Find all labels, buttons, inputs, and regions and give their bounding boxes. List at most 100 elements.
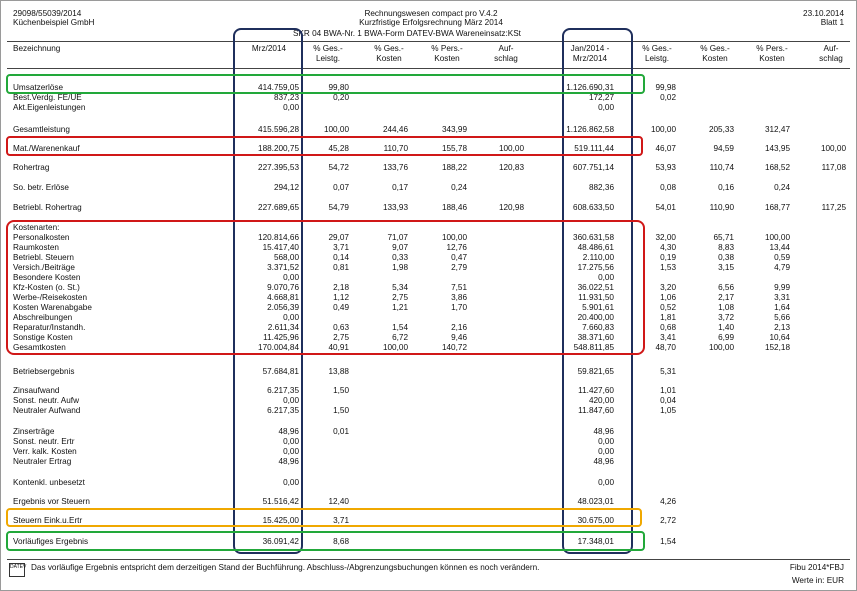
cell-value: 1.126.690,31: [566, 83, 614, 92]
cell-value: 3,72: [718, 313, 734, 322]
cell-value: 1,53: [660, 263, 676, 272]
cell-value: 882,36: [588, 183, 614, 192]
column-header-5: Auf- schlag: [494, 44, 518, 63]
column-header-2: % Ges.- Leistg.: [313, 44, 343, 63]
table-row: Akt.Eigenleistungen 0,00 0,00: [1, 103, 856, 113]
cell-value: 7,51: [451, 283, 467, 292]
cell-value: 48,96: [278, 427, 300, 436]
cell-value: 2,75: [392, 293, 408, 302]
row-label: Betriebl. Steuern: [13, 253, 74, 262]
cell-value: 607.751,14: [573, 163, 614, 172]
row-label: Zinsaufwand: [13, 386, 60, 395]
column-header-7: % Ges.- Leistg.: [642, 44, 672, 63]
cell-value: 0,47: [451, 253, 467, 262]
cell-value: 32,00: [655, 233, 677, 242]
cell-value: 0,00: [283, 447, 299, 456]
cell-value: 100,00: [441, 233, 467, 242]
row-label: Betriebl. Rohertrag: [13, 203, 82, 212]
column-header-8: % Ges.- Kosten: [700, 44, 730, 63]
cell-value: 3,41: [660, 333, 676, 342]
cell-value: 94,59: [713, 144, 735, 153]
column-header-6: Jan/2014 - Mrz/2014: [570, 44, 610, 63]
cell-value: 6.217,35: [267, 386, 299, 395]
cell-value: 188.200,75: [258, 144, 299, 153]
cell-value: 133,93: [382, 203, 408, 212]
cell-value: 6,56: [718, 283, 734, 292]
cell-value: 0,00: [598, 273, 614, 282]
cell-value: 10,64: [769, 333, 791, 342]
cell-value: 168,52: [764, 163, 790, 172]
cell-value: 6,99: [718, 333, 734, 342]
cell-value: 8,83: [718, 243, 734, 252]
table-row: Abschreibungen 0,00 20.400,00 1,81 3,72 5,66: [1, 313, 856, 323]
cell-value: 0,00: [283, 313, 299, 322]
cell-value: 0,63: [333, 323, 349, 332]
cell-value: 99,80: [328, 83, 350, 92]
cell-value: 45,28: [328, 144, 350, 153]
row-label: Steuern Eink.u.Ertr: [13, 516, 83, 525]
cell-value: 3,20: [660, 283, 676, 292]
row-label: Kfz-Kosten (o. St.): [13, 283, 80, 292]
cell-value: 0,01: [333, 427, 349, 436]
column-header-1: Mrz/2014: [251, 44, 287, 53]
cell-value: 0,08: [660, 183, 676, 192]
table-row: Besondere Kosten 0,00 0,00: [1, 273, 856, 283]
row-label: Personalkosten: [13, 233, 70, 242]
row-label: Raumkosten: [13, 243, 59, 252]
cell-value: 11.427,60: [578, 386, 614, 395]
cell-value: 9,99: [774, 283, 790, 292]
cell-value: 1,05: [660, 406, 676, 415]
cell-value: 38.371,60: [577, 333, 614, 342]
cell-value: 59.821,65: [577, 367, 614, 376]
row-label: Sonstige Kosten: [13, 333, 73, 342]
cell-value: 36.022,51: [577, 283, 614, 292]
header-bottom-rule: [7, 68, 850, 69]
table-row: Sonstige Kosten 11.425,96 2,75 6,72 9,46 38.3…: [1, 333, 856, 343]
cell-value: 110,70: [383, 144, 408, 153]
footer-currency: Werte in: EUR: [791, 576, 844, 585]
cell-value: 837,23: [273, 93, 299, 102]
cell-value: 3,15: [718, 263, 734, 272]
cell-value: 548.811,85: [573, 343, 614, 352]
cell-value: 0,00: [598, 103, 614, 112]
cell-value: 100,00: [382, 343, 408, 352]
cell-value: 0,00: [283, 103, 299, 112]
table-row: Gesamtkosten 170.004,84 40,91 100,00 140,72 5…: [1, 343, 856, 353]
table-row: Ergebnis vor Steuern 51.516,42 12,40 48.023…: [1, 497, 856, 507]
report-title: Kurzfristige Erfolgsrechnung März 2014: [359, 18, 503, 27]
row-label: Neutraler Aufwand: [13, 406, 81, 415]
cell-value: 13,44: [769, 243, 791, 252]
cell-value: 0,20: [333, 93, 349, 102]
table-row: Zinsaufwand 6.217,35 1,50 11.427,60 1,01: [1, 386, 856, 396]
cell-value: 0,52: [660, 303, 676, 312]
row-label: So. betr. Erlöse: [13, 183, 69, 192]
cell-value: 120.814,66: [258, 233, 299, 242]
row-label: Gesamtleistung: [13, 125, 70, 134]
cell-value: 420,00: [588, 396, 614, 405]
table-row: Kostenarten:: [1, 223, 856, 233]
cell-value: 0,68: [660, 323, 676, 332]
table-row: Personalkosten 120.814,66 29,07 71,07 100,00…: [1, 233, 856, 243]
cell-value: 414.759,05: [258, 83, 299, 92]
table-row: Betriebl. Steuern 568,00 0,14 0,33 0,47 2.110…: [1, 253, 856, 263]
table-row: Zinserträge 48,96 0,01 48,96: [1, 427, 856, 437]
header-rule: [7, 41, 850, 42]
cell-value: 170.004,84: [258, 343, 299, 352]
cell-value: 48,96: [593, 427, 615, 436]
cell-value: 0,00: [283, 396, 299, 405]
table-row: Kosten Warenabgabe 2.056,39 0,49 1,21 1,70 5.…: [1, 303, 856, 313]
cell-value: 2,72: [660, 516, 676, 525]
cell-value: 2,75: [333, 333, 349, 342]
cell-value: 48,96: [278, 457, 300, 466]
cell-value: 312,47: [764, 125, 790, 134]
row-label: Kosten Warenabgabe: [13, 303, 92, 312]
cell-value: 54,72: [328, 163, 350, 172]
cell-value: 4,26: [660, 497, 676, 506]
cell-value: 1,54: [660, 537, 676, 546]
table-row: Betriebl. Rohertrag 227.689,65 54,79 133,93…: [1, 203, 856, 213]
column-header-10: Auf- schlag: [819, 44, 843, 63]
cell-value: 48,96: [593, 457, 615, 466]
cell-value: 6,72: [392, 333, 408, 342]
row-label: Besondere Kosten: [13, 273, 81, 282]
cell-value: 11.847,60: [578, 406, 614, 415]
